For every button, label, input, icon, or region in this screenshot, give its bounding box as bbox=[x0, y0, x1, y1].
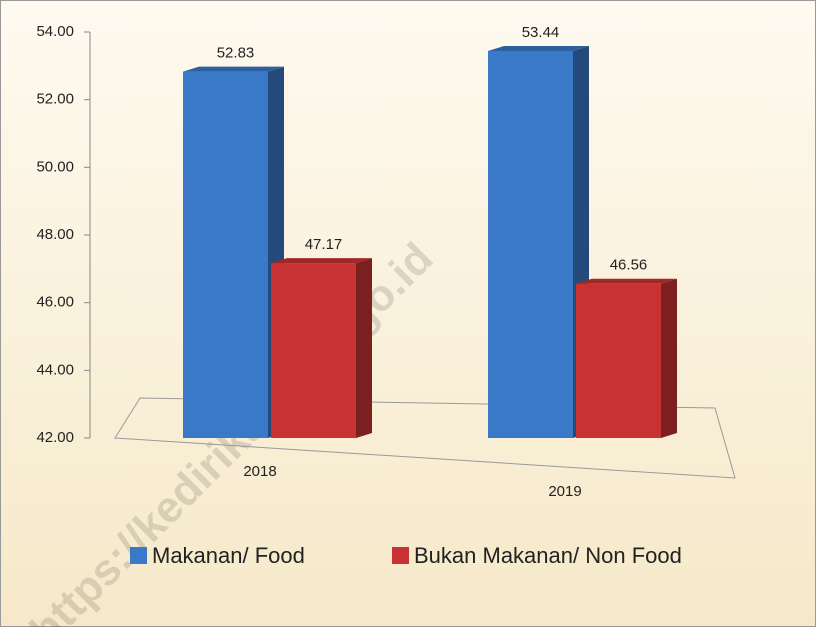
legend-swatch bbox=[392, 547, 409, 564]
legend-label: Bukan Makanan/ Non Food bbox=[414, 543, 682, 568]
y-tick-label: 42.00 bbox=[36, 429, 74, 446]
value-label: 53.44 bbox=[522, 24, 560, 41]
bar-top bbox=[271, 258, 372, 264]
bar-side bbox=[661, 278, 677, 438]
y-tick-label: 52.00 bbox=[36, 91, 74, 108]
x-tick-label: 2018 bbox=[243, 463, 276, 480]
legend-swatch bbox=[130, 547, 147, 564]
bar bbox=[488, 50, 573, 439]
bar bbox=[576, 283, 661, 438]
legend-label: Makanan/ Food bbox=[152, 543, 305, 568]
y-tick-label: 46.00 bbox=[36, 294, 74, 311]
bar-top bbox=[183, 66, 284, 72]
value-label: 47.17 bbox=[305, 236, 343, 253]
value-label: 46.56 bbox=[610, 257, 648, 274]
bar bbox=[183, 71, 268, 439]
y-tick-label: 50.00 bbox=[36, 158, 74, 175]
y-tick-label: 48.00 bbox=[36, 226, 74, 243]
bar-top bbox=[576, 278, 677, 284]
bar-top bbox=[488, 45, 589, 51]
bar-side bbox=[356, 258, 372, 438]
floor bbox=[114, 397, 736, 479]
y-tick-label: 54.00 bbox=[36, 23, 74, 40]
x-tick-label: 2019 bbox=[548, 483, 581, 500]
value-label: 52.83 bbox=[217, 45, 255, 62]
bar bbox=[271, 263, 356, 438]
y-tick-label: 44.00 bbox=[36, 361, 74, 378]
